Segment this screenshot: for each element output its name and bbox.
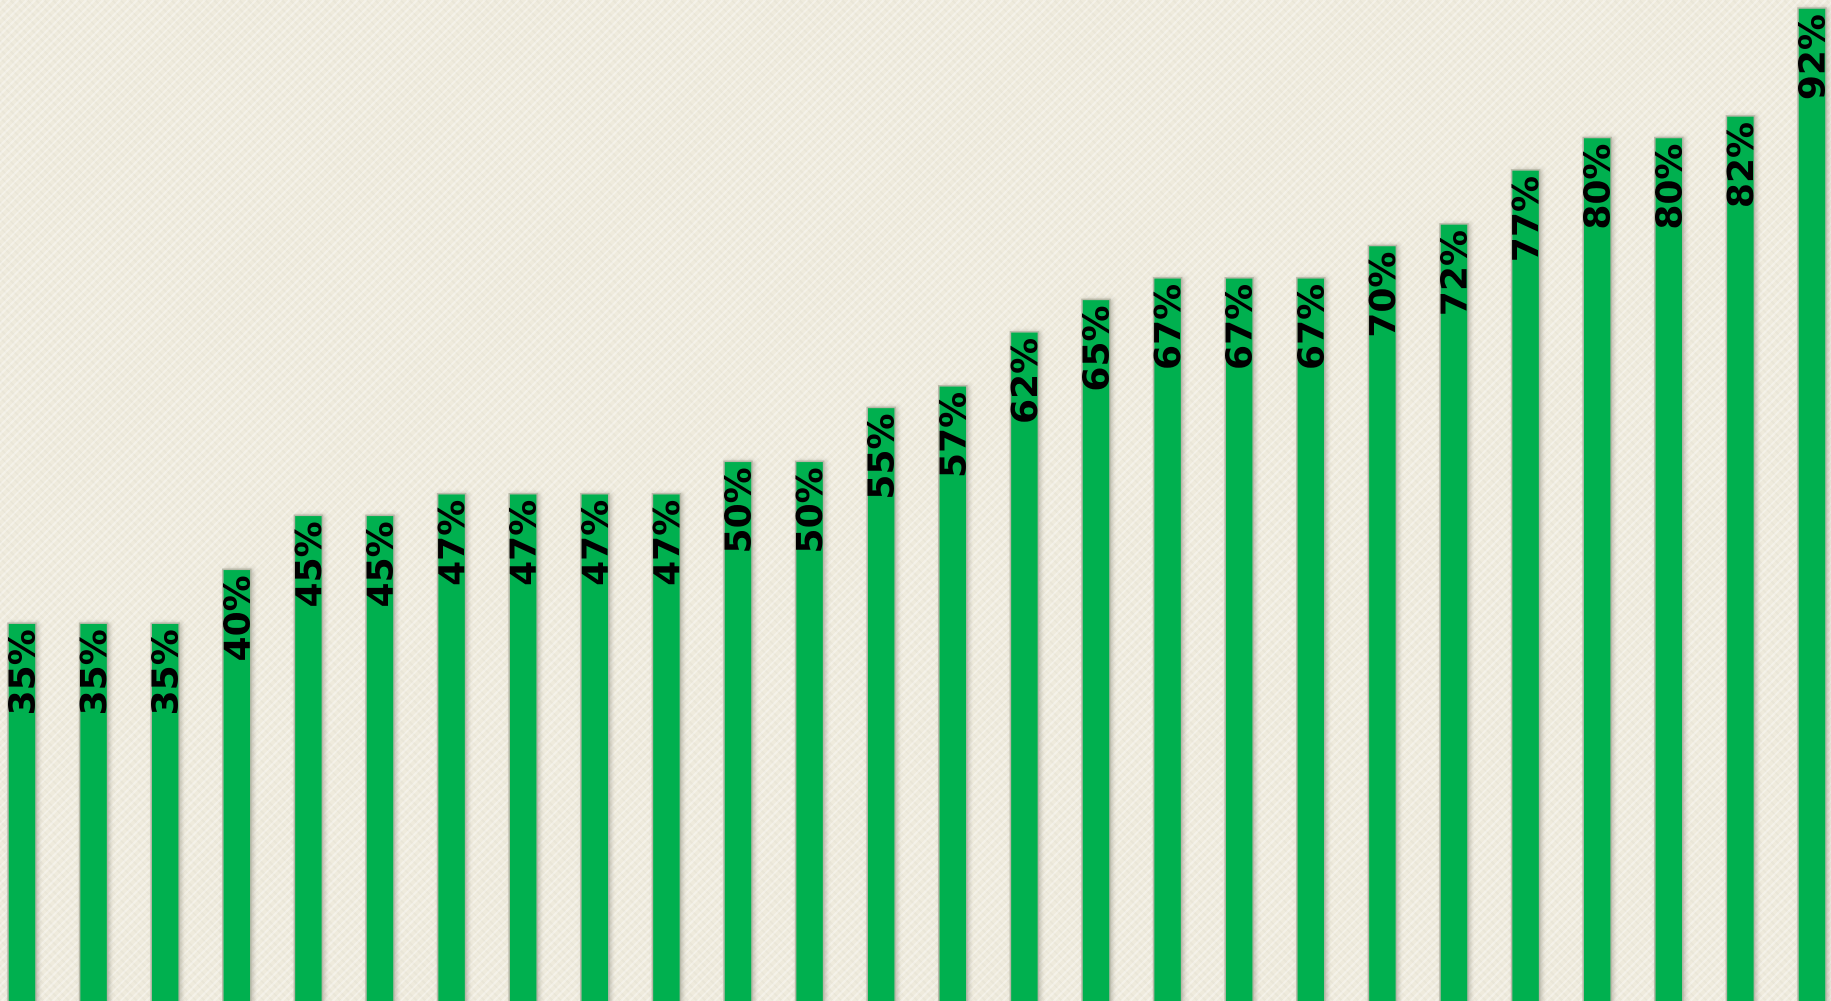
- bar-data-label: 67%: [1291, 284, 1332, 370]
- bar: [866, 406, 896, 1001]
- bar-data-label: 55%: [862, 413, 903, 499]
- bar: [508, 492, 538, 1001]
- bar-data-label: 65%: [1077, 305, 1118, 391]
- bar-data-label: 47%: [504, 500, 545, 586]
- bar: [436, 492, 467, 1001]
- bar: [1152, 277, 1183, 1001]
- bar: [78, 622, 109, 1001]
- data-labels-group: 35% 35% 35% 40% 45% 45% 47% 47% 47% 47% 50% 50% 55% 5…: [3, 14, 1831, 715]
- bar: [651, 492, 682, 1001]
- bar: [1081, 298, 1111, 1001]
- bar-data-label: 62%: [1005, 338, 1046, 424]
- bar-data-label: 35%: [3, 629, 44, 715]
- bar: [1510, 169, 1541, 1001]
- bar: [365, 514, 395, 1001]
- bar: [1797, 7, 1827, 1001]
- bar-data-label: 35%: [146, 629, 187, 715]
- bar-data-label: 40%: [217, 575, 258, 661]
- bar: [1582, 136, 1612, 1001]
- bar: [293, 514, 324, 1001]
- bar-data-label: 50%: [790, 467, 831, 553]
- bar: [1009, 331, 1040, 1001]
- bar: [580, 492, 610, 1001]
- bar-data-label: 72%: [1435, 230, 1476, 316]
- bar-data-label: 70%: [1363, 252, 1404, 338]
- bar-data-label: 77%: [1506, 176, 1547, 262]
- bar: [1725, 115, 1756, 1001]
- bar: [794, 460, 825, 1001]
- bar-data-label: 45%: [361, 521, 402, 607]
- bar-data-label: 82%: [1721, 122, 1762, 208]
- bar: [7, 622, 37, 1001]
- bar-data-label: 80%: [1578, 144, 1619, 230]
- bar: [150, 622, 180, 1001]
- bar-data-label: 47%: [647, 500, 688, 586]
- bar-data-label: 67%: [1220, 284, 1261, 370]
- bar: [938, 385, 968, 1001]
- bar-data-label: 57%: [933, 392, 974, 478]
- bar-data-label: 50%: [719, 467, 760, 553]
- bar-data-label: 80%: [1649, 144, 1690, 230]
- bar: [1224, 277, 1254, 1001]
- bar: [1367, 244, 1398, 1001]
- bar-data-label: 35%: [74, 629, 115, 715]
- bars-group: [7, 7, 1827, 1001]
- bar: [1439, 223, 1469, 1001]
- bar-data-label: 92%: [1793, 14, 1831, 100]
- bar: [222, 568, 252, 1001]
- bar: [1296, 277, 1326, 1001]
- bar-data-label: 67%: [1148, 284, 1189, 370]
- bar-data-label: 45%: [289, 521, 330, 607]
- bar-data-label: 47%: [575, 500, 616, 586]
- bar: [1654, 136, 1684, 1001]
- bar: [723, 460, 753, 1001]
- bar-data-label: 47%: [432, 500, 473, 586]
